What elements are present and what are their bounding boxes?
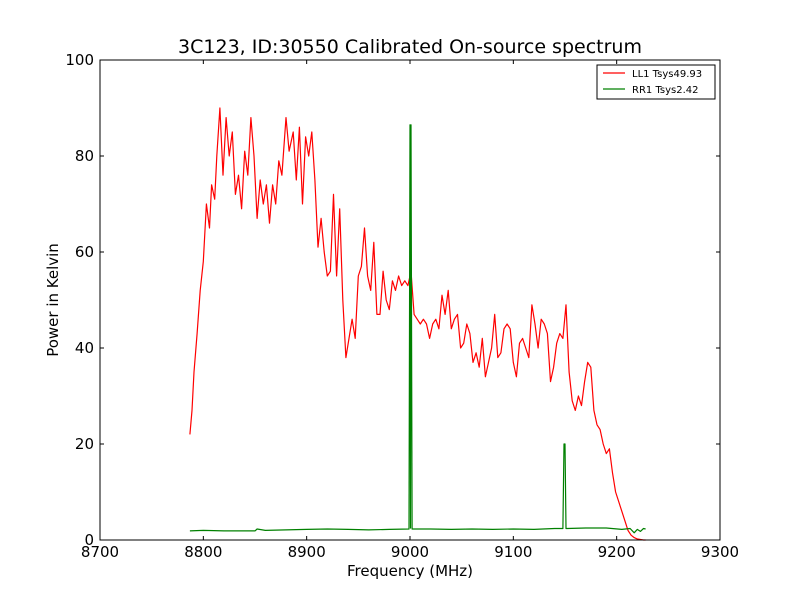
- legend-label-ll1: LL1 Tsys49.93: [632, 69, 702, 80]
- series-layer: [189, 107, 646, 541]
- y-tick-label: 80: [75, 147, 94, 165]
- chart-title: 3C123, ID:30550 Calibrated On-source spe…: [178, 36, 642, 58]
- y-tick-label: 100: [65, 51, 94, 69]
- x-tick-label: 8900: [288, 543, 326, 561]
- x-axis-label: Frequency (MHz): [347, 562, 473, 580]
- x-tick-label: 9000: [391, 543, 429, 561]
- x-tick-label: 9100: [494, 543, 532, 561]
- y-tick-label: 40: [75, 339, 94, 357]
- x-tick-label: 9200: [598, 543, 636, 561]
- ticks-layer: 8700 8800 8900 9000 9100 9200 9300 0 20 40 60 80 100: [65, 51, 739, 561]
- x-tick-label: 8800: [184, 543, 222, 561]
- legend-label-rr1: RR1 Tsys2.42: [632, 85, 699, 96]
- y-axis-label: Power in Kelvin: [44, 243, 62, 357]
- series-line-ll1: [189, 107, 646, 541]
- x-tick-label: 8700: [81, 543, 119, 561]
- y-tick-label: 60: [75, 243, 94, 261]
- legend: LL1 Tsys49.93 RR1 Tsys2.42: [596, 64, 716, 100]
- legend-box: [596, 64, 716, 100]
- series-line-rr1: [189, 124, 646, 534]
- y-tick-label: 20: [75, 435, 94, 453]
- x-tick-label: 9300: [701, 543, 739, 561]
- y-tick-label: 0: [84, 531, 94, 549]
